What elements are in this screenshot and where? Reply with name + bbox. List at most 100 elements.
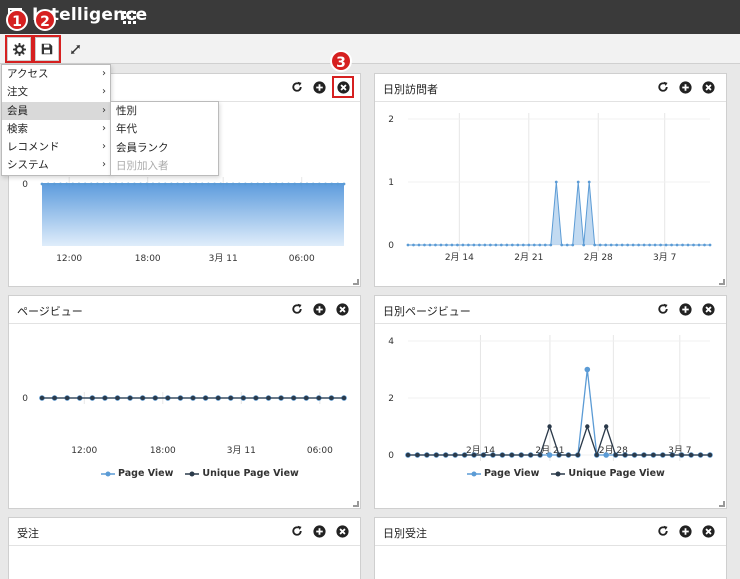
data-point (587, 180, 591, 184)
data-point (278, 395, 284, 401)
data-point (688, 452, 694, 458)
annotation-badge-2: 2 (34, 9, 56, 31)
close-circle-icon (701, 302, 715, 316)
data-point (556, 452, 562, 458)
data-point (412, 243, 415, 247)
resize-handle[interactable] (719, 279, 725, 285)
menu-item-recommend[interactable]: レコメンド › (2, 138, 110, 156)
data-point (280, 182, 284, 186)
data-point (182, 182, 186, 186)
data-point (305, 182, 309, 186)
menu-item-label: 検索 (7, 122, 28, 135)
refresh-button[interactable] (656, 80, 670, 94)
data-point (274, 182, 278, 186)
data-point (488, 243, 492, 247)
data-point (483, 243, 487, 247)
data-point (237, 182, 241, 186)
plus-circle-icon (678, 302, 692, 316)
legend-unique-page-view: Unique Page View (551, 468, 665, 479)
refresh-icon (658, 303, 668, 314)
menu-item-orders[interactable]: 注文 › (2, 83, 110, 101)
resize-handle[interactable] (353, 279, 359, 285)
x-tick-label: 3月 11 (209, 253, 238, 264)
data-point (194, 182, 198, 186)
data-point (64, 395, 70, 401)
data-point (509, 452, 515, 458)
refresh-icon (292, 81, 302, 92)
resize-handle[interactable] (353, 501, 359, 507)
submenu-item-age[interactable]: 年代 (116, 123, 137, 136)
refresh-button[interactable] (290, 524, 304, 538)
data-point (219, 182, 223, 186)
close-panel-button[interactable] (701, 80, 715, 94)
close-panel-button[interactable] (701, 302, 715, 316)
plus-circle-icon (678, 524, 692, 538)
data-point (120, 182, 124, 186)
panel-header: 日別受注 (375, 518, 726, 546)
legend-label: Page View (484, 468, 540, 479)
annotation-badge-1: 1 (6, 9, 28, 31)
data-point (231, 182, 235, 186)
close-panel-button[interactable] (335, 302, 349, 316)
add-button[interactable] (678, 524, 692, 538)
submenu-item-gender[interactable]: 性別 (116, 105, 137, 117)
add-button[interactable] (312, 524, 326, 538)
refresh-icon (658, 525, 668, 536)
data-point (39, 395, 45, 401)
data-point (547, 424, 552, 429)
data-point (481, 452, 486, 458)
data-point (90, 395, 95, 401)
data-point (203, 395, 208, 401)
menu-item-members[interactable]: 会員 › (2, 101, 110, 120)
data-point (585, 424, 590, 429)
data-point (140, 395, 145, 401)
data-point (424, 452, 430, 458)
data-point (659, 243, 662, 247)
data-point (450, 243, 454, 247)
submenu-item-member-rank[interactable]: 会員ランク (116, 141, 169, 154)
data-point (293, 182, 297, 186)
data-point (127, 395, 133, 401)
refresh-button[interactable] (656, 524, 670, 538)
panel-daily-orders: 日別受注 (374, 517, 727, 579)
data-point (96, 182, 99, 186)
refresh-button[interactable] (290, 80, 304, 94)
add-button[interactable] (312, 302, 326, 316)
close-panel-button[interactable] (335, 524, 349, 538)
series-line (408, 369, 710, 456)
menu-item-label: 注文 (7, 86, 28, 99)
refresh-button[interactable] (656, 302, 670, 316)
data-point (434, 243, 437, 247)
panel-header: ページビュー (9, 296, 360, 324)
data-point (170, 182, 173, 186)
add-button[interactable] (312, 80, 326, 94)
refresh-button[interactable] (290, 302, 304, 316)
settings-button[interactable] (5, 35, 33, 63)
close-panel-button[interactable] (701, 524, 715, 538)
close-panel-button[interactable] (332, 76, 354, 98)
fullscreen-button[interactable] (63, 37, 87, 61)
resize-handle[interactable] (719, 501, 725, 507)
data-point (505, 243, 509, 247)
add-button[interactable] (678, 302, 692, 316)
refresh-icon (292, 525, 302, 536)
close-circle-icon (335, 302, 349, 316)
apps-grid-icon[interactable] (123, 11, 136, 24)
save-button[interactable] (33, 35, 61, 63)
add-button[interactable] (678, 80, 692, 94)
legend-label: Unique Page View (202, 468, 299, 479)
data-point (565, 243, 569, 247)
menu-item-search[interactable]: 検索 › (2, 120, 110, 138)
data-point (560, 243, 564, 247)
panel-header: 日別ページビュー (375, 296, 726, 324)
menu-item-system[interactable]: システム › (2, 156, 110, 174)
data-point (670, 243, 673, 247)
data-point (190, 395, 196, 401)
data-point (660, 452, 666, 458)
menu-item-access[interactable]: アクセス › (2, 65, 110, 83)
data-point (341, 395, 347, 401)
data-point (108, 182, 112, 186)
data-point (291, 395, 296, 401)
y-tick-label: 0 (22, 180, 28, 190)
